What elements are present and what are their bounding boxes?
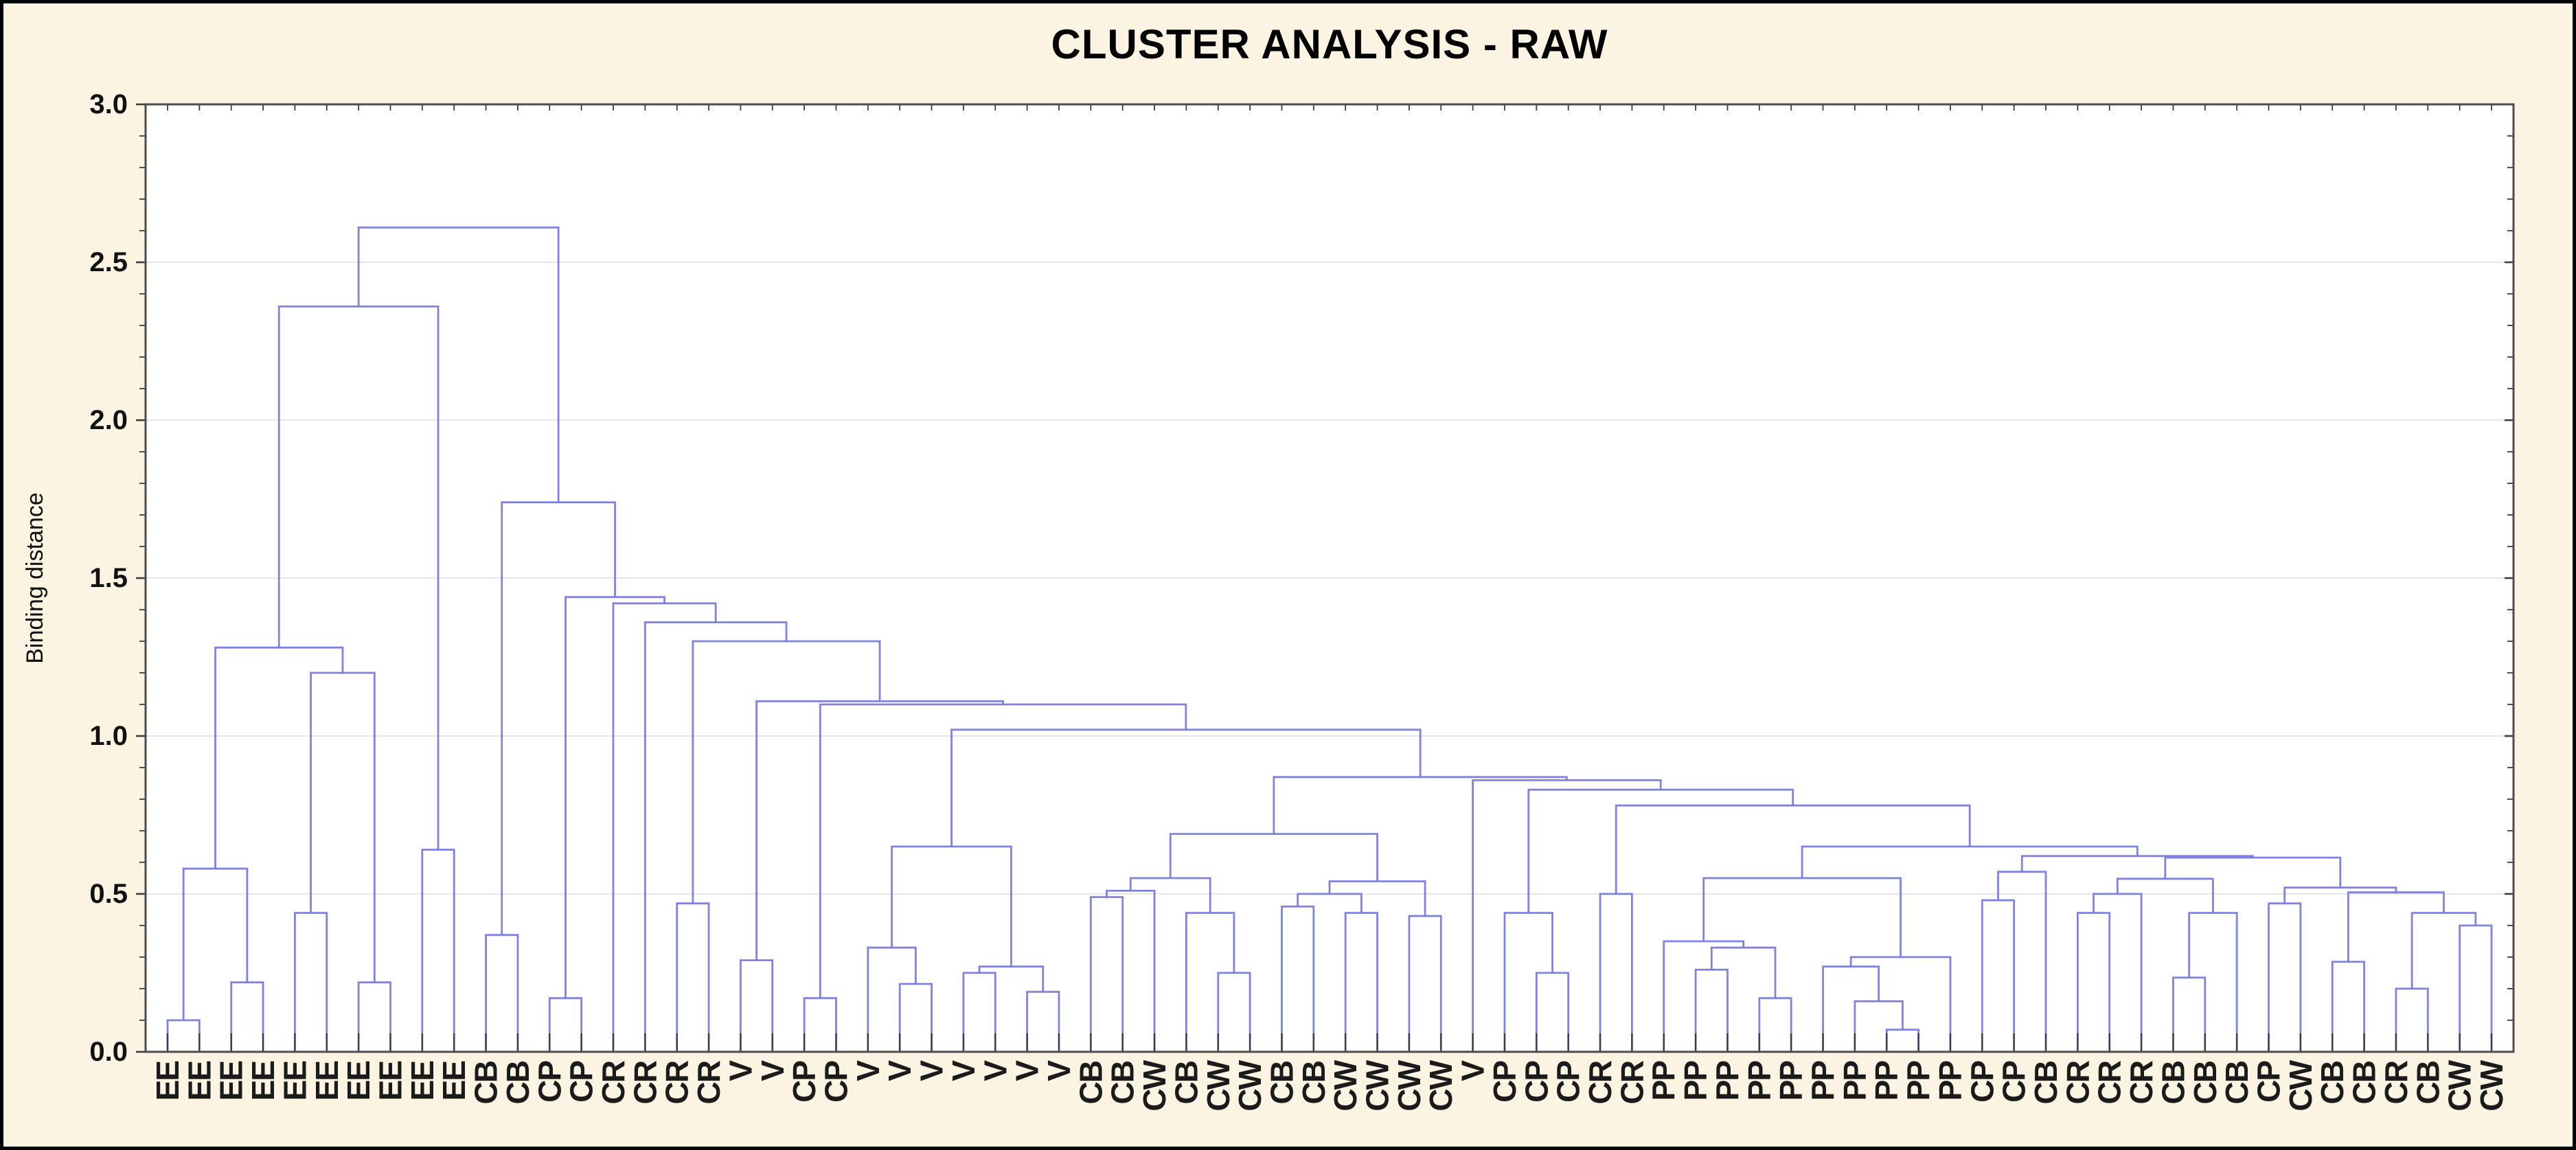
svg-text:V: V bbox=[1455, 1060, 1491, 1081]
svg-text:CB: CB bbox=[2410, 1061, 2446, 1104]
svg-text:EE: EE bbox=[277, 1061, 312, 1101]
svg-text:CB: CB bbox=[1168, 1061, 1204, 1104]
svg-text:CB: CB bbox=[1264, 1061, 1299, 1104]
svg-text:1.5: 1.5 bbox=[89, 563, 128, 593]
svg-text:CB: CB bbox=[1073, 1061, 1108, 1104]
svg-text:CB: CB bbox=[500, 1061, 536, 1104]
svg-text:EE: EE bbox=[150, 1061, 185, 1101]
svg-text:V: V bbox=[755, 1060, 790, 1081]
svg-text:CR: CR bbox=[2092, 1060, 2128, 1104]
svg-text:V: V bbox=[946, 1060, 981, 1081]
svg-text:PP: PP bbox=[1678, 1061, 1713, 1101]
svg-text:EE: EE bbox=[245, 1061, 281, 1101]
svg-text:EE: EE bbox=[341, 1061, 376, 1101]
svg-text:EE: EE bbox=[372, 1061, 408, 1101]
svg-text:CW: CW bbox=[1423, 1059, 1459, 1111]
svg-text:CR: CR bbox=[2060, 1060, 2095, 1104]
y-ticks bbox=[136, 103, 2514, 1053]
svg-text:CP: CP bbox=[2251, 1061, 2287, 1103]
svg-text:CW: CW bbox=[1232, 1059, 1268, 1111]
svg-text:CW: CW bbox=[2283, 1059, 2318, 1111]
svg-text:V: V bbox=[882, 1060, 917, 1081]
svg-text:CR: CR bbox=[2123, 1060, 2159, 1104]
svg-text:CR: CR bbox=[1614, 1060, 1650, 1104]
svg-text:2.5: 2.5 bbox=[89, 247, 128, 277]
svg-text:CP: CP bbox=[1551, 1061, 1586, 1103]
svg-text:V: V bbox=[850, 1060, 886, 1081]
svg-text:CR: CR bbox=[691, 1060, 727, 1104]
svg-text:CP: CP bbox=[818, 1061, 854, 1103]
svg-text:CP: CP bbox=[1996, 1061, 2032, 1103]
svg-text:CW: CW bbox=[1391, 1059, 1427, 1111]
svg-text:V: V bbox=[1041, 1060, 1077, 1081]
axis-frame bbox=[144, 103, 2515, 1053]
svg-text:CP: CP bbox=[1487, 1061, 1523, 1103]
svg-text:CR: CR bbox=[659, 1060, 695, 1104]
svg-text:V: V bbox=[914, 1060, 950, 1081]
svg-text:CR: CR bbox=[2378, 1060, 2414, 1104]
svg-text:PP: PP bbox=[1869, 1061, 1904, 1101]
svg-text:3.0: 3.0 bbox=[89, 89, 128, 119]
svg-text:CB: CB bbox=[1105, 1061, 1141, 1104]
y-axis-title: Binding distance bbox=[22, 492, 48, 664]
svg-text:PP: PP bbox=[1805, 1061, 1841, 1101]
svg-text:CB: CB bbox=[2155, 1061, 2191, 1104]
svg-text:2.0: 2.0 bbox=[89, 405, 128, 435]
svg-text:V: V bbox=[1010, 1060, 1045, 1081]
svg-text:1.0: 1.0 bbox=[89, 721, 128, 751]
svg-text:PP: PP bbox=[1837, 1061, 1873, 1101]
svg-text:CP: CP bbox=[564, 1061, 600, 1103]
svg-text:CR: CR bbox=[595, 1060, 631, 1104]
svg-text:CW: CW bbox=[2442, 1059, 2478, 1111]
svg-text:CP: CP bbox=[1518, 1061, 1554, 1103]
svg-text:CB: CB bbox=[2187, 1061, 2223, 1104]
svg-text:PP: PP bbox=[1933, 1061, 1968, 1101]
svg-text:EE: EE bbox=[181, 1061, 217, 1101]
x-leaf-labels: EEEEEEEEEEEEEEEEEEEECBCBCPCPCRCRCRCRVVCP… bbox=[150, 1059, 2509, 1111]
svg-text:EE: EE bbox=[309, 1061, 345, 1101]
svg-text:PP: PP bbox=[1646, 1061, 1682, 1101]
svg-text:PP: PP bbox=[1709, 1061, 1745, 1101]
svg-text:CW: CW bbox=[2474, 1059, 2509, 1111]
svg-text:CR: CR bbox=[1582, 1060, 1618, 1104]
svg-text:EE: EE bbox=[436, 1061, 472, 1101]
svg-text:CP: CP bbox=[1964, 1061, 2000, 1103]
svg-text:CB: CB bbox=[1296, 1061, 1332, 1104]
svg-text:0.5: 0.5 bbox=[89, 879, 128, 909]
svg-text:CW: CW bbox=[1327, 1059, 1363, 1111]
svg-text:CW: CW bbox=[1200, 1059, 1236, 1111]
svg-text:CP: CP bbox=[532, 1061, 567, 1103]
svg-text:EE: EE bbox=[404, 1061, 440, 1101]
svg-text:PP: PP bbox=[1773, 1061, 1809, 1101]
svg-text:CB: CB bbox=[2219, 1061, 2255, 1104]
svg-text:CB: CB bbox=[2347, 1061, 2382, 1104]
y-tick-labels: 0.0 0.5 1.0 1.5 2.0 2.5 3.0 bbox=[89, 89, 128, 1067]
svg-text:CP: CP bbox=[786, 1061, 822, 1103]
svg-text:CB: CB bbox=[2314, 1061, 2350, 1104]
svg-text:V: V bbox=[722, 1060, 758, 1081]
svg-text:CR: CR bbox=[627, 1060, 663, 1104]
chart-title: CLUSTER ANALYSIS - RAW bbox=[1051, 21, 1608, 67]
svg-text:PP: PP bbox=[1901, 1061, 1937, 1101]
svg-text:CB: CB bbox=[2028, 1061, 2064, 1104]
dendrogram-links bbox=[166, 227, 2493, 1052]
svg-text:CB: CB bbox=[468, 1061, 504, 1104]
svg-text:Binding distance: Binding distance bbox=[22, 492, 48, 664]
svg-text:EE: EE bbox=[214, 1061, 249, 1101]
leaf-ticks bbox=[166, 1033, 2493, 1052]
svg-text:0.0: 0.0 bbox=[89, 1037, 128, 1067]
svg-text:V: V bbox=[977, 1060, 1013, 1081]
svg-text:CW: CW bbox=[1137, 1059, 1172, 1111]
svg-text:CW: CW bbox=[1360, 1059, 1395, 1111]
svg-text:PP: PP bbox=[1742, 1061, 1777, 1101]
